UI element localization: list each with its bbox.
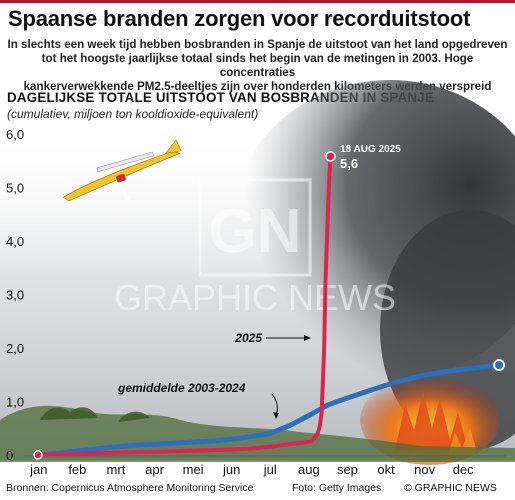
chart-subtitle: (cumulatiev, miljoen ton kooldioxide-equ…: [7, 107, 259, 121]
watermark-logo-box: [198, 178, 312, 277]
y-tick-label: 6,0: [6, 127, 24, 142]
series-average-end-point: [493, 359, 505, 371]
peak-date-label: 18 AUG 2025: [340, 144, 401, 155]
x-tick-label: feb: [68, 462, 86, 477]
series-2025-end-point: [325, 151, 336, 162]
x-tick-label: okt: [377, 462, 395, 477]
x-tick-label: mei: [183, 462, 204, 477]
label-2025-arrowhead: [304, 335, 311, 341]
x-tick-label: mrt: [107, 462, 126, 477]
x-tick-label: dec: [453, 462, 474, 477]
y-tick-label: 0: [6, 448, 13, 463]
x-tick-label: jan: [29, 462, 47, 477]
subtitle-line: tot het hoogste jaarlijkse totaal sinds …: [41, 52, 474, 79]
y-axis-labels: 0 1,0 2,0 3,0 4,0 5,0 6,0: [6, 127, 24, 463]
series-line-average: [35, 362, 502, 458]
accent-bar: [0, 0, 515, 3]
x-tick-label: jul: [263, 462, 277, 477]
y-tick-label: 3,0: [6, 288, 24, 303]
x-axis-labels: jan feb mrt apr mei jun jul aug sep okt nov dec: [29, 462, 474, 477]
source-credit: Bronnen: Copernicus Atmosphere Monitorin…: [6, 482, 254, 494]
watermark-text: GRAPHIC NEWS: [114, 277, 396, 318]
page-title: Spaanse branden zorgen voor recorduitsto…: [8, 6, 471, 31]
y-tick-label: 2,0: [6, 341, 24, 356]
y-tick-label: 5,0: [6, 181, 24, 196]
photo-background: [0, 80, 515, 465]
y-tick-label: 4,0: [6, 234, 24, 249]
watermark: GN GRAPHIC NEWS: [114, 178, 396, 318]
x-tick-label: apr: [145, 462, 164, 477]
x-tick-label: sep: [337, 462, 358, 477]
publisher-credit: © GRAPHIC NEWS: [404, 482, 497, 494]
watermark-logo: GN: [209, 197, 302, 266]
photo-credit: Foto: Getty Images: [292, 482, 382, 494]
peak-value-label: 5,6: [340, 156, 358, 171]
label-2025: 2025: [234, 331, 262, 345]
x-tick-label: nov: [414, 462, 435, 477]
label-average: gemiddelde 2003-2024: [117, 381, 246, 395]
x-tick-label: jun: [222, 462, 240, 477]
series-2025-start-point: [33, 450, 43, 460]
tree: [118, 411, 150, 422]
tree: [40, 407, 98, 420]
firefighting-aircraft-icon: [62, 139, 182, 202]
x-tick-label: aug: [298, 462, 320, 477]
label-average-arrowhead: [273, 412, 279, 419]
y-tick-label: 1,0: [6, 395, 24, 410]
series-line-2025: [36, 154, 333, 457]
subtitle-line: In slechts een week tijd hebben bosbrand…: [7, 38, 508, 51]
flames: [395, 392, 468, 450]
